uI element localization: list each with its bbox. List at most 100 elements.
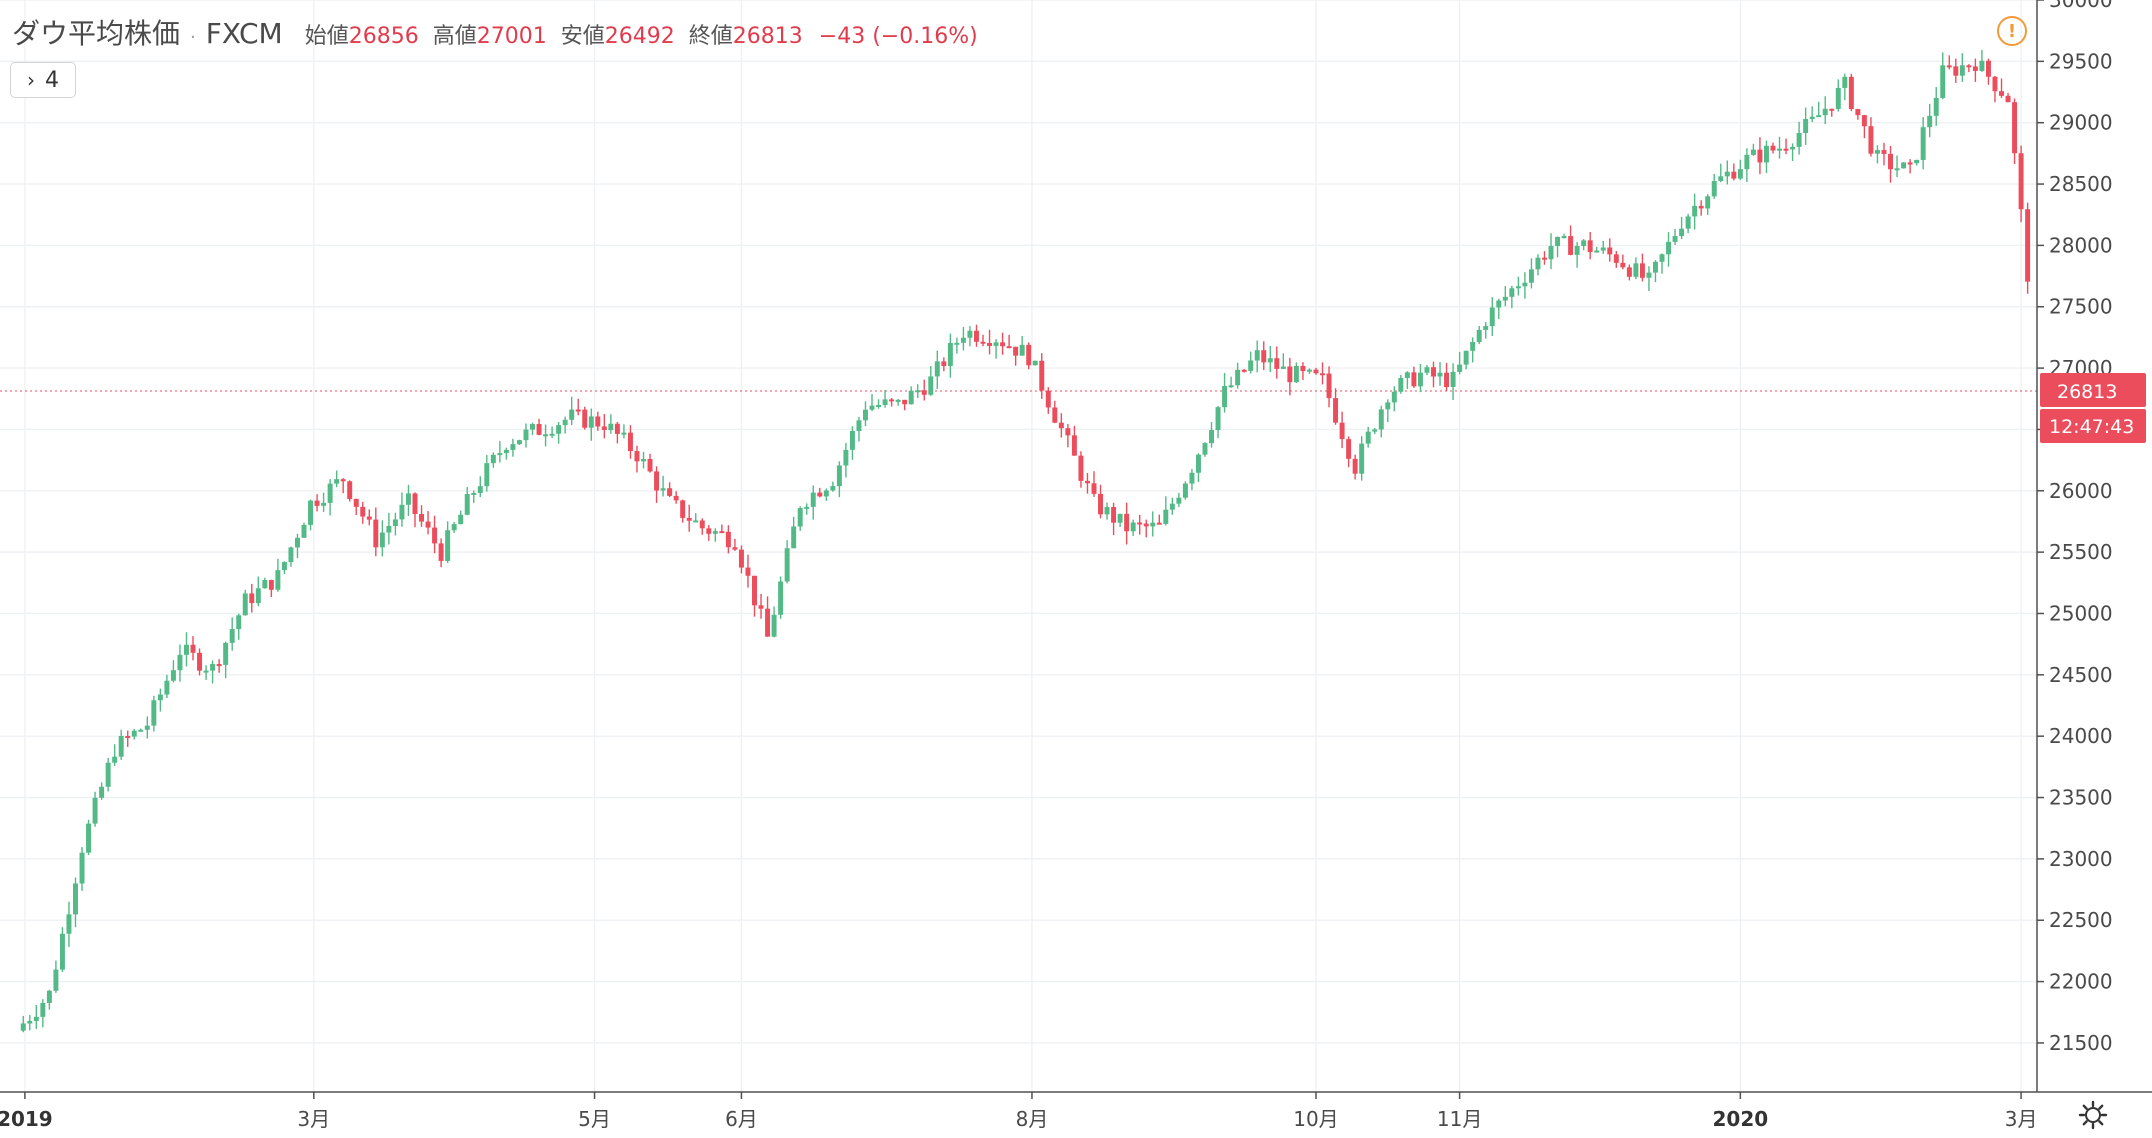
candle-body[interactable] (1999, 91, 2004, 96)
candle-body[interactable] (673, 495, 679, 501)
candle-body[interactable] (1359, 443, 1365, 474)
candle-body[interactable] (1502, 296, 1508, 301)
candle-body[interactable] (125, 736, 131, 739)
candle-body[interactable] (823, 490, 829, 497)
candle-body[interactable] (1888, 153, 1893, 170)
candle-body[interactable] (334, 479, 340, 484)
candle-body[interactable] (301, 524, 307, 538)
candle-body[interactable] (366, 516, 372, 520)
candle-body[interactable] (477, 486, 483, 493)
candle-body[interactable] (497, 453, 503, 456)
candle-body[interactable] (2025, 209, 2031, 282)
candle-body[interactable] (1803, 119, 1809, 133)
candle-body[interactable] (712, 531, 718, 534)
candle-body[interactable] (131, 730, 137, 737)
candle-body[interactable] (1195, 454, 1201, 473)
candle-body[interactable] (438, 543, 444, 561)
candle-body[interactable] (1411, 372, 1417, 387)
candle-body[interactable] (1404, 372, 1410, 378)
candles[interactable] (20, 49, 2031, 1033)
candle-body[interactable] (1000, 342, 1006, 347)
candle-body[interactable] (738, 549, 744, 568)
candle-body[interactable] (1346, 439, 1352, 459)
candle-body[interactable] (895, 399, 901, 402)
candle-body[interactable] (928, 376, 934, 395)
candle-body[interactable] (1457, 364, 1463, 372)
candle-body[interactable] (1424, 367, 1430, 373)
candle-body[interactable] (1320, 373, 1325, 376)
candle-body[interactable] (1940, 65, 1946, 98)
candle-body[interactable] (1091, 483, 1097, 494)
candle-body[interactable] (1613, 254, 1619, 263)
candle-body[interactable] (1992, 76, 1998, 92)
candle-body[interactable] (177, 654, 183, 671)
candle-body[interactable] (1985, 60, 1991, 77)
candle-body[interactable] (92, 797, 98, 824)
candle-body[interactable] (170, 670, 176, 681)
candle-body[interactable] (1639, 263, 1645, 278)
candle-body[interactable] (1783, 148, 1789, 151)
candle-body[interactable] (503, 449, 509, 454)
candle-body[interactable] (490, 454, 496, 464)
candle-body[interactable] (745, 567, 751, 576)
candle-body[interactable] (1117, 513, 1123, 523)
candle-body[interactable] (1796, 132, 1802, 147)
candle-body[interactable] (484, 463, 490, 487)
candle-body[interactable] (987, 343, 993, 346)
candle-body[interactable] (1293, 365, 1299, 383)
candle-body[interactable] (902, 399, 908, 405)
alert-icon[interactable]: ! (1997, 16, 2027, 46)
candle-body[interactable] (1267, 358, 1273, 363)
candle-body[interactable] (197, 652, 203, 671)
candle-body[interactable] (1914, 159, 1920, 164)
candle-body[interactable] (2005, 95, 2011, 103)
candle-body[interactable] (1528, 269, 1534, 283)
candle-body[interactable] (379, 532, 385, 548)
candle-body[interactable] (1666, 241, 1672, 255)
candle-body[interactable] (830, 486, 836, 491)
candle-body[interactable] (1542, 257, 1547, 260)
candle-body[interactable] (2012, 102, 2018, 154)
candle-body[interactable] (59, 933, 65, 970)
candle-body[interactable] (1698, 205, 1704, 209)
candle-body[interactable] (973, 330, 979, 342)
candle-body[interactable] (980, 341, 986, 344)
candle-body[interactable] (699, 520, 705, 529)
candle-body[interactable] (1496, 300, 1502, 308)
time-axis[interactable]: 2019 3月 5月 6月 8月 10月 11月 2020 3月 (0, 1092, 2037, 1131)
candle-body[interactable] (1039, 360, 1045, 391)
candle-body[interactable] (1868, 126, 1874, 154)
candle-body[interactable] (1287, 366, 1293, 383)
candle-body[interactable] (249, 593, 255, 604)
candle-body[interactable] (1672, 236, 1678, 242)
candle-body[interactable] (1842, 76, 1848, 88)
candle-body[interactable] (1032, 360, 1038, 366)
candle-body[interactable] (1013, 346, 1019, 356)
candle-body[interactable] (849, 430, 855, 450)
candle-body[interactable] (810, 492, 816, 507)
candle-body[interactable] (719, 531, 725, 534)
candle-body[interactable] (1352, 458, 1358, 474)
candle-body[interactable] (451, 524, 457, 531)
candle-body[interactable] (654, 471, 660, 491)
candle-body[interactable] (1130, 522, 1136, 532)
candle-body[interactable] (1979, 60, 1985, 71)
candle-body[interactable] (934, 361, 940, 377)
candle-body[interactable] (1874, 150, 1880, 154)
candle-body[interactable] (1391, 391, 1397, 403)
candle-body[interactable] (1470, 341, 1476, 351)
candle-body[interactable] (33, 1016, 39, 1021)
candle-body[interactable] (1019, 344, 1025, 356)
settings-gear-icon[interactable] (2078, 1100, 2108, 1130)
candle-body[interactable] (275, 570, 281, 590)
candle-body[interactable] (908, 390, 914, 405)
candle-body[interactable] (1248, 360, 1254, 371)
candle-body[interactable] (157, 694, 163, 701)
candle-body[interactable] (1509, 288, 1515, 297)
candle-body[interactable] (595, 416, 601, 427)
candle-body[interactable] (1326, 373, 1332, 399)
candle-body[interactable] (405, 493, 411, 505)
candle-body[interactable] (1679, 228, 1685, 237)
candle-body[interactable] (1137, 522, 1143, 525)
candle-body[interactable] (373, 519, 379, 548)
